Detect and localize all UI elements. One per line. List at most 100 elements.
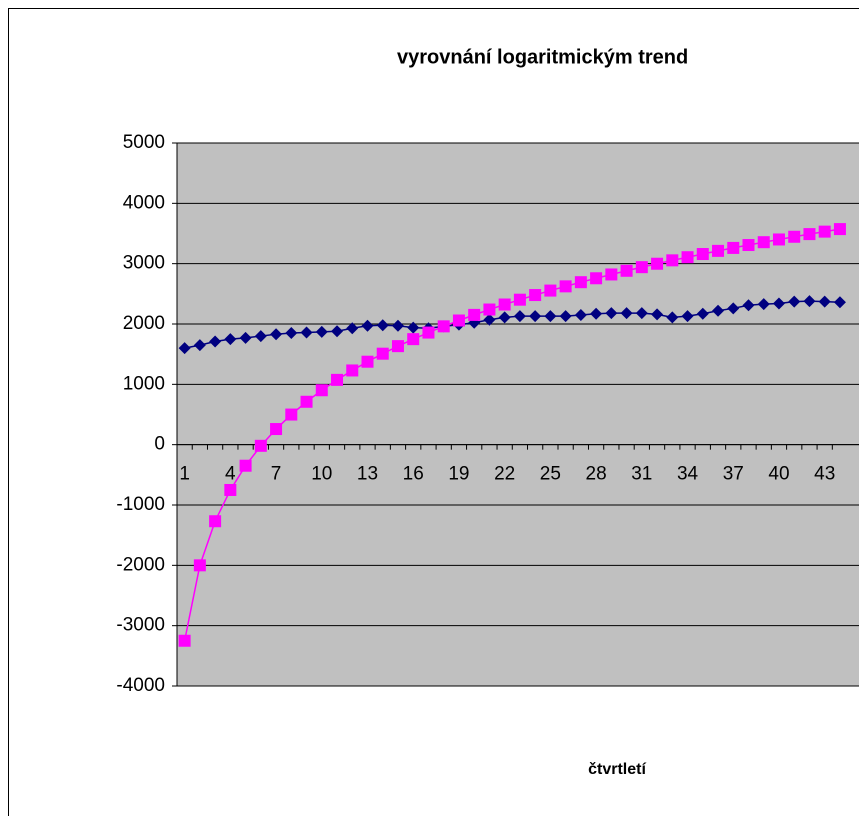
diamond-marker [559,310,572,323]
square-marker [422,326,435,339]
y-tick-label: 4000 [123,192,165,213]
y-tick-label: 2000 [123,313,165,334]
square-marker [727,241,740,254]
diamond-marker [498,311,511,324]
square-marker [178,634,191,647]
diamond-marker [772,297,785,310]
diamond-marker [239,331,252,344]
diamond-marker [529,310,542,323]
square-marker [696,248,709,261]
diamond-marker [590,307,603,320]
square-marker [513,293,526,306]
x-tick-label: 43 [814,464,835,485]
x-tick-label: 31 [631,464,652,485]
square-marker [651,257,664,270]
diamond-marker [361,319,374,332]
diamond-marker [651,308,664,321]
diamond-marker [178,342,191,355]
diamond-marker [620,307,633,320]
diamond-marker [757,298,770,311]
square-marker [666,254,679,267]
square-marker [635,261,648,274]
diamond-marker [574,308,587,321]
square-marker [529,289,542,302]
x-tick-label: 7 [271,464,282,485]
diamond-marker [285,327,298,340]
diamond-marker [513,310,526,323]
y-tick-label: 3000 [123,253,165,274]
plot-area [176,142,859,687]
diamond-marker [833,296,846,309]
diamond-marker [696,307,709,320]
x-tick-label: 1 [179,464,190,485]
diamond-marker [681,310,694,323]
diamond-marker [483,313,496,326]
square-marker [452,314,465,327]
diamond-marker [544,310,557,323]
diamond-marker [346,322,359,335]
square-marker [209,515,222,528]
square-marker [574,276,587,289]
square-marker [742,239,755,252]
diamond-marker [712,304,725,317]
square-marker [407,333,420,346]
y-tick-label: 0 [154,434,165,455]
x-tick-label: 28 [586,464,607,485]
square-marker [239,459,252,472]
square-marker [468,308,481,321]
y-tick-label: -1000 [116,494,165,515]
diamond-marker [331,325,344,338]
square-marker [788,230,801,243]
y-tick-label: -4000 [116,675,165,696]
x-tick-label: 37 [723,464,744,485]
x-tick-label: 22 [494,464,515,485]
x-tick-label: 16 [403,464,424,485]
square-marker [544,284,557,297]
square-marker [833,223,846,236]
diamond-marker [788,295,801,308]
x-tick-label: 4 [225,464,236,485]
x-tick-label: 10 [311,464,332,485]
square-marker [590,272,603,285]
square-marker [315,384,328,397]
square-marker [346,364,359,377]
y-tick-label: 5000 [123,132,165,153]
diamond-marker [300,326,313,339]
x-tick-label: 25 [540,464,561,485]
square-marker [193,559,206,572]
y-tick-label: -2000 [116,554,165,575]
square-marker [818,225,831,238]
diamond-marker [635,307,648,320]
diamond-marker [254,330,267,343]
square-marker [300,395,313,408]
square-marker [483,303,496,316]
square-marker [224,483,237,496]
square-marker [559,280,572,293]
diamond-marker [666,311,679,324]
diamond-marker [803,295,816,308]
square-marker [498,298,511,311]
x-tick-label: 13 [357,464,378,485]
square-marker [772,233,785,246]
square-marker [391,340,404,353]
y-tick-label: -3000 [116,615,165,636]
x-tick-label: 34 [677,464,699,485]
diamond-marker [224,333,237,346]
square-marker [361,355,374,368]
square-marker [605,268,618,281]
square-marker [803,228,816,241]
square-marker [254,439,267,452]
x-axis-title: čtvrtletí [588,761,646,778]
diamond-marker [315,325,328,338]
square-marker [270,423,283,436]
diamond-marker [727,302,740,315]
square-marker [376,347,389,360]
diamond-marker [193,339,206,352]
x-tick-label: 40 [768,464,789,485]
x-tick-label: 19 [448,464,469,485]
diamond-marker [742,299,755,312]
chart-title: vyrovnání logaritmickým trend [397,46,688,68]
square-marker [681,251,694,264]
diamond-marker [376,319,389,332]
